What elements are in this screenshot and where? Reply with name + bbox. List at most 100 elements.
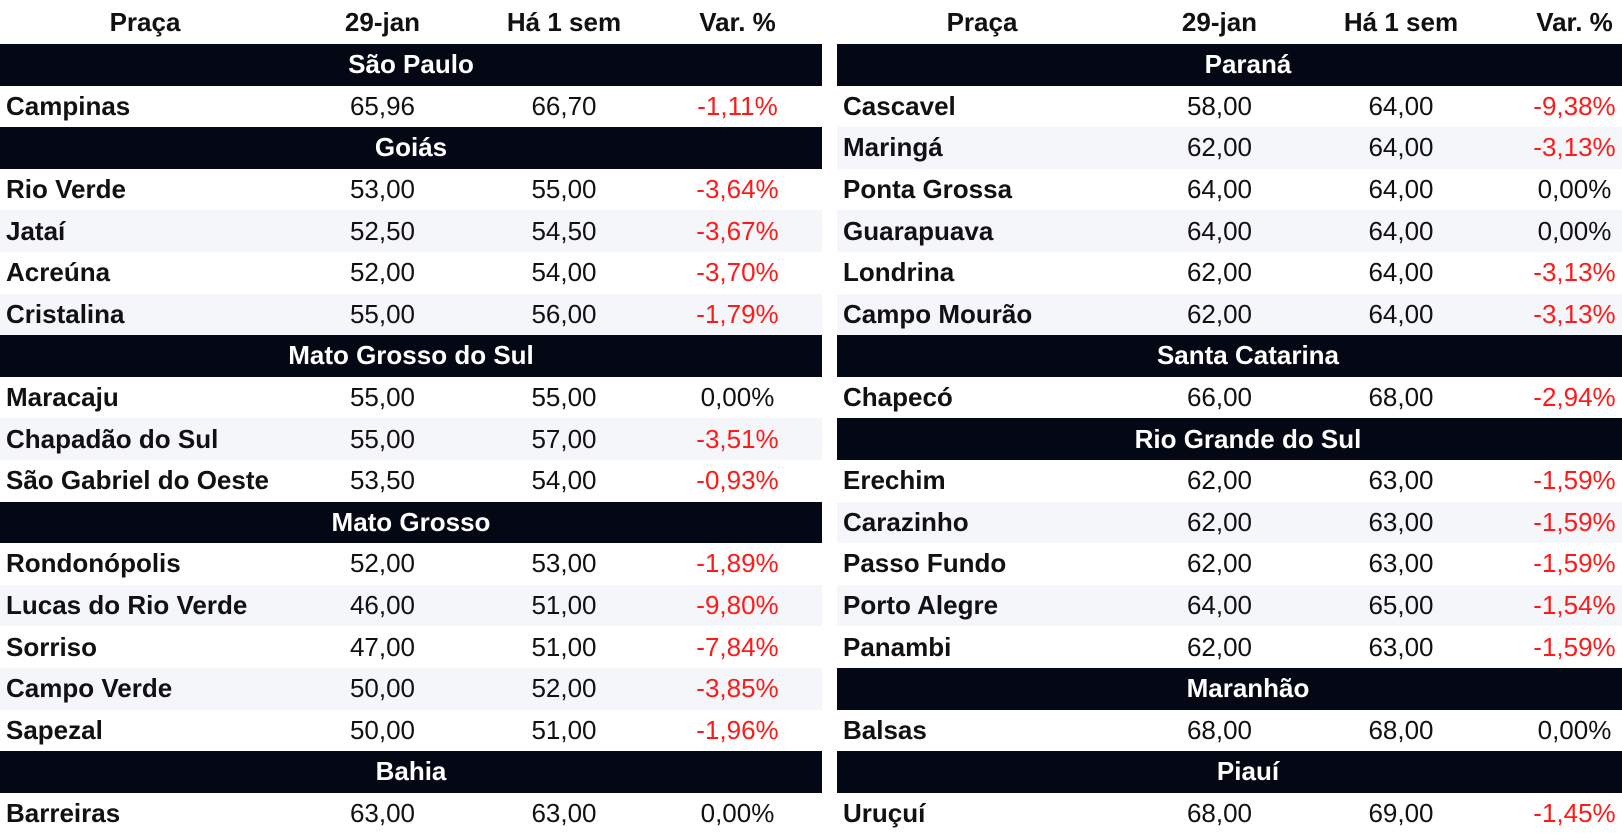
state-group-header: Mato Grosso do Sul [0, 335, 822, 377]
price-current: 68,00 [1186, 797, 1253, 828]
price-variation: 0,00% [700, 382, 775, 413]
price-previous-week: 51,00 [531, 631, 597, 662]
city-name: Cristalina [6, 298, 125, 329]
table-row: Chapecó 66,00 68,00 -2,94% [837, 376, 1622, 419]
price-current: 62,00 [1186, 465, 1253, 496]
price-previous-week: 69,00 [1368, 797, 1434, 828]
table-row: Campinas 65,96 66,70 -1,11% [0, 85, 822, 128]
state-group-header: Goiás [0, 127, 822, 169]
price-previous-week: 66,70 [531, 90, 597, 121]
header-variation: Var. % [1536, 6, 1613, 37]
price-current: 55,00 [349, 382, 416, 413]
price-current: 55,00 [349, 423, 416, 454]
price-current: 64,00 [1186, 174, 1253, 205]
price-current: 64,00 [1186, 590, 1253, 621]
price-previous-week: 65,00 [1368, 590, 1434, 621]
price-variation: -3,13% [1533, 298, 1616, 329]
city-name: São Gabriel do Oeste [6, 465, 269, 496]
table-row: Jataí 52,50 54,50 -3,67% [0, 210, 822, 252]
price-previous-week: 55,00 [531, 382, 597, 413]
right-price-table: Praça 29-jan Há 1 sem Var. % Paraná Casca… [837, 0, 1622, 834]
table-row: Barreiras 63,00 63,00 0,00% [0, 792, 822, 834]
price-variation: 0,00% [1537, 714, 1612, 745]
table-header: Praça 29-jan Há 1 sem Var. % [0, 0, 822, 44]
price-previous-week: 64,00 [1368, 90, 1434, 121]
price-current: 62,00 [1186, 257, 1253, 288]
price-previous-week: 55,00 [531, 174, 597, 205]
price-current: 50,00 [349, 714, 416, 745]
state-group-header: Maranhão [837, 667, 1622, 710]
price-previous-week: 54,00 [531, 465, 597, 496]
price-current: 68,00 [1186, 714, 1253, 745]
price-variation: -3,51% [696, 423, 779, 454]
city-name: Ponta Grossa [843, 174, 1013, 205]
city-name: Londrina [843, 257, 955, 288]
price-current: 62,00 [1186, 298, 1253, 329]
state-group-header: Mato Grosso [0, 501, 822, 544]
table-body: São Paulo Campinas 65,96 66,70 -1,11% Goiás Ri… [0, 44, 822, 834]
city-name: Carazinho [843, 506, 969, 537]
table-row: São Gabriel do Oeste 53,50 54,00 -0,93% [0, 459, 822, 502]
table-row: Guarapuava 64,00 64,00 0,00% [837, 210, 1622, 252]
price-previous-week: 63,00 [1368, 506, 1434, 537]
city-name: Guarapuava [843, 215, 994, 246]
price-previous-week: 54,50 [531, 215, 597, 246]
table-row: Chapadão do Sul 55,00 57,00 -3,51% [0, 418, 822, 460]
city-name: Campo Verde [6, 673, 173, 704]
price-variation: -1,59% [1533, 548, 1616, 579]
table-row: Cristalina 55,00 56,00 -1,79% [0, 293, 822, 336]
price-previous-week: 68,00 [1368, 714, 1434, 745]
price-previous-week: 64,00 [1368, 132, 1434, 163]
price-current: 46,00 [349, 590, 416, 621]
table-header: Praça 29-jan Há 1 sem Var. % [837, 0, 1622, 44]
price-variation: 0,00% [1537, 174, 1612, 205]
city-name: Jataí [6, 215, 66, 246]
price-variation: -1,89% [696, 548, 779, 579]
price-variation: -9,80% [696, 590, 779, 621]
city-name: Barreiras [6, 797, 121, 828]
left-price-table: Praça 29-jan Há 1 sem Var. % São Paulo Ca… [0, 0, 822, 834]
price-previous-week: 52,00 [531, 673, 597, 704]
price-previous-week: 63,00 [531, 797, 597, 828]
table-row: Balsas 68,00 68,00 0,00% [837, 709, 1622, 752]
price-variation: -1,96% [696, 714, 779, 745]
table-row: Passo Fundo 62,00 63,00 -1,59% [837, 543, 1622, 585]
table-row: Campo Verde 50,00 52,00 -3,85% [0, 667, 822, 710]
city-name: Lucas do Rio Verde [6, 590, 248, 621]
city-name: Rio Verde [6, 174, 126, 205]
header-date: 29-jan [1181, 6, 1258, 37]
table-row: Cascavel 58,00 64,00 -9,38% [837, 85, 1622, 128]
price-previous-week: 64,00 [1368, 257, 1434, 288]
price-previous-week: 64,00 [1368, 215, 1434, 246]
price-previous-week: 64,00 [1368, 174, 1434, 205]
price-current: 66,00 [1186, 382, 1253, 413]
price-variation: 0,00% [700, 797, 775, 828]
state-group-header: Piauí [837, 751, 1622, 793]
price-current: 53,00 [349, 174, 416, 205]
price-current: 62,00 [1186, 548, 1253, 579]
price-variation: -1,59% [1533, 506, 1616, 537]
price-current: 50,00 [349, 673, 416, 704]
city-name: Campo Mourão [843, 298, 1033, 329]
price-previous-week: 63,00 [1368, 631, 1434, 662]
price-current: 63,00 [349, 797, 416, 828]
table-row: Rio Verde 53,00 55,00 -3,64% [0, 168, 822, 211]
price-current: 52,50 [349, 215, 416, 246]
price-variation: -3,13% [1533, 132, 1616, 163]
price-current: 62,00 [1186, 506, 1253, 537]
price-variation: -3,64% [696, 174, 779, 205]
table-row: Ponta Grossa 64,00 64,00 0,00% [837, 168, 1622, 211]
price-previous-week: 51,00 [531, 714, 597, 745]
table-row: Acreúna 52,00 54,00 -3,70% [0, 251, 822, 294]
header-variation: Var. % [699, 6, 776, 37]
city-name: Maracaju [6, 382, 119, 413]
table-row: Panambi 62,00 63,00 -1,59% [837, 626, 1622, 668]
price-current: 55,00 [349, 298, 416, 329]
header-date: 29-jan [344, 6, 421, 37]
price-current: 47,00 [349, 631, 416, 662]
price-previous-week: 63,00 [1368, 465, 1434, 496]
city-name: Cascavel [843, 90, 956, 121]
table-row: Londrina 62,00 64,00 -3,13% [837, 251, 1622, 294]
header-prev-week: Há 1 sem [506, 6, 622, 37]
city-name: Chapadão do Sul [6, 423, 219, 454]
